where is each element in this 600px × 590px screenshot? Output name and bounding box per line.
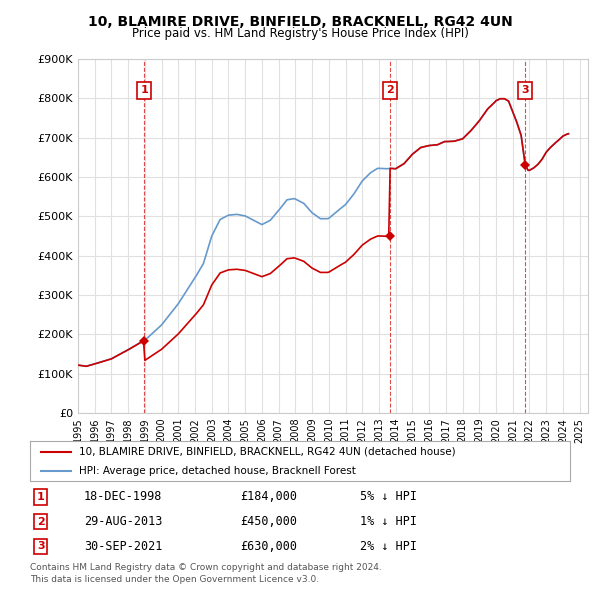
Text: 2: 2 [37,517,44,526]
Text: £450,000: £450,000 [240,515,297,528]
Text: 1% ↓ HPI: 1% ↓ HPI [360,515,417,528]
Text: 29-AUG-2013: 29-AUG-2013 [84,515,163,528]
Text: 3: 3 [37,542,44,551]
Text: Contains HM Land Registry data © Crown copyright and database right 2024.: Contains HM Land Registry data © Crown c… [30,563,382,572]
Text: 1: 1 [37,492,44,502]
Text: This data is licensed under the Open Government Licence v3.0.: This data is licensed under the Open Gov… [30,575,319,584]
Text: 5% ↓ HPI: 5% ↓ HPI [360,490,417,503]
Text: 10, BLAMIRE DRIVE, BINFIELD, BRACKNELL, RG42 4UN (detached house): 10, BLAMIRE DRIVE, BINFIELD, BRACKNELL, … [79,447,455,457]
Text: 2% ↓ HPI: 2% ↓ HPI [360,540,417,553]
Text: £184,000: £184,000 [240,490,297,503]
Text: £630,000: £630,000 [240,540,297,553]
Text: 30-SEP-2021: 30-SEP-2021 [84,540,163,553]
Text: 2: 2 [386,86,394,96]
Text: 10, BLAMIRE DRIVE, BINFIELD, BRACKNELL, RG42 4UN: 10, BLAMIRE DRIVE, BINFIELD, BRACKNELL, … [88,15,512,29]
Text: 3: 3 [521,86,529,96]
Text: Price paid vs. HM Land Registry's House Price Index (HPI): Price paid vs. HM Land Registry's House … [131,27,469,40]
Text: 1: 1 [140,86,148,96]
Text: 18-DEC-1998: 18-DEC-1998 [84,490,163,503]
Text: HPI: Average price, detached house, Bracknell Forest: HPI: Average price, detached house, Brac… [79,466,355,476]
